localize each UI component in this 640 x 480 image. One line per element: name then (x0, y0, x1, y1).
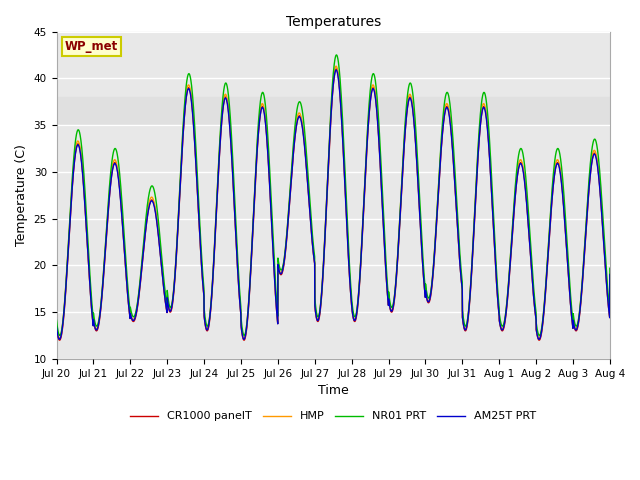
AM25T PRT (289, 156, 297, 161)
HMP (535, 336, 543, 341)
CR1000 panelT (265, 163, 273, 169)
CR1000 panelT (52, 324, 60, 330)
AM25T PRT (52, 324, 60, 330)
HMP (148, 195, 156, 201)
NR01 PRT (333, 52, 340, 58)
Y-axis label: Temperature (C): Temperature (C) (15, 144, 28, 246)
CR1000 panelT (536, 337, 543, 343)
Line: AM25T PRT: AM25T PRT (56, 70, 610, 339)
CR1000 panelT (148, 197, 156, 203)
CR1000 panelT (536, 337, 543, 343)
AM25T PRT (56, 336, 63, 342)
NR01 PRT (148, 183, 156, 189)
HMP (536, 335, 543, 340)
CR1000 panelT (289, 159, 296, 165)
Line: HMP: HMP (56, 66, 610, 338)
NR01 PRT (289, 150, 296, 156)
AM25T PRT (265, 169, 273, 175)
NR01 PRT (536, 333, 543, 338)
CR1000 panelT (595, 179, 603, 185)
HMP (606, 271, 614, 277)
HMP (116, 184, 124, 190)
NR01 PRT (595, 165, 603, 170)
Line: CR1000 panelT: CR1000 panelT (56, 69, 610, 340)
HMP (332, 63, 340, 69)
Legend: CR1000 panelT, HMP, NR01 PRT, AM25T PRT: CR1000 panelT, HMP, NR01 PRT, AM25T PRT (126, 407, 541, 426)
CR1000 panelT (332, 66, 340, 72)
AM25T PRT (332, 67, 340, 73)
Bar (56, 97, 610, 125)
AM25T PRT (149, 199, 157, 204)
AM25T PRT (116, 189, 124, 195)
AM25T PRT (536, 336, 543, 341)
AM25T PRT (595, 181, 603, 187)
HMP (289, 154, 296, 160)
NR01 PRT (116, 171, 124, 177)
Line: NR01 PRT: NR01 PRT (56, 55, 610, 336)
NR01 PRT (536, 333, 543, 338)
HMP (52, 324, 60, 330)
NR01 PRT (265, 148, 273, 154)
AM25T PRT (606, 272, 614, 277)
CR1000 panelT (116, 185, 124, 191)
X-axis label: Time: Time (318, 384, 349, 397)
NR01 PRT (606, 265, 614, 271)
NR01 PRT (52, 317, 60, 323)
HMP (265, 164, 273, 170)
HMP (595, 179, 603, 184)
Text: WP_met: WP_met (65, 40, 118, 53)
Title: Temperatures: Temperatures (285, 15, 381, 29)
CR1000 panelT (606, 272, 614, 277)
